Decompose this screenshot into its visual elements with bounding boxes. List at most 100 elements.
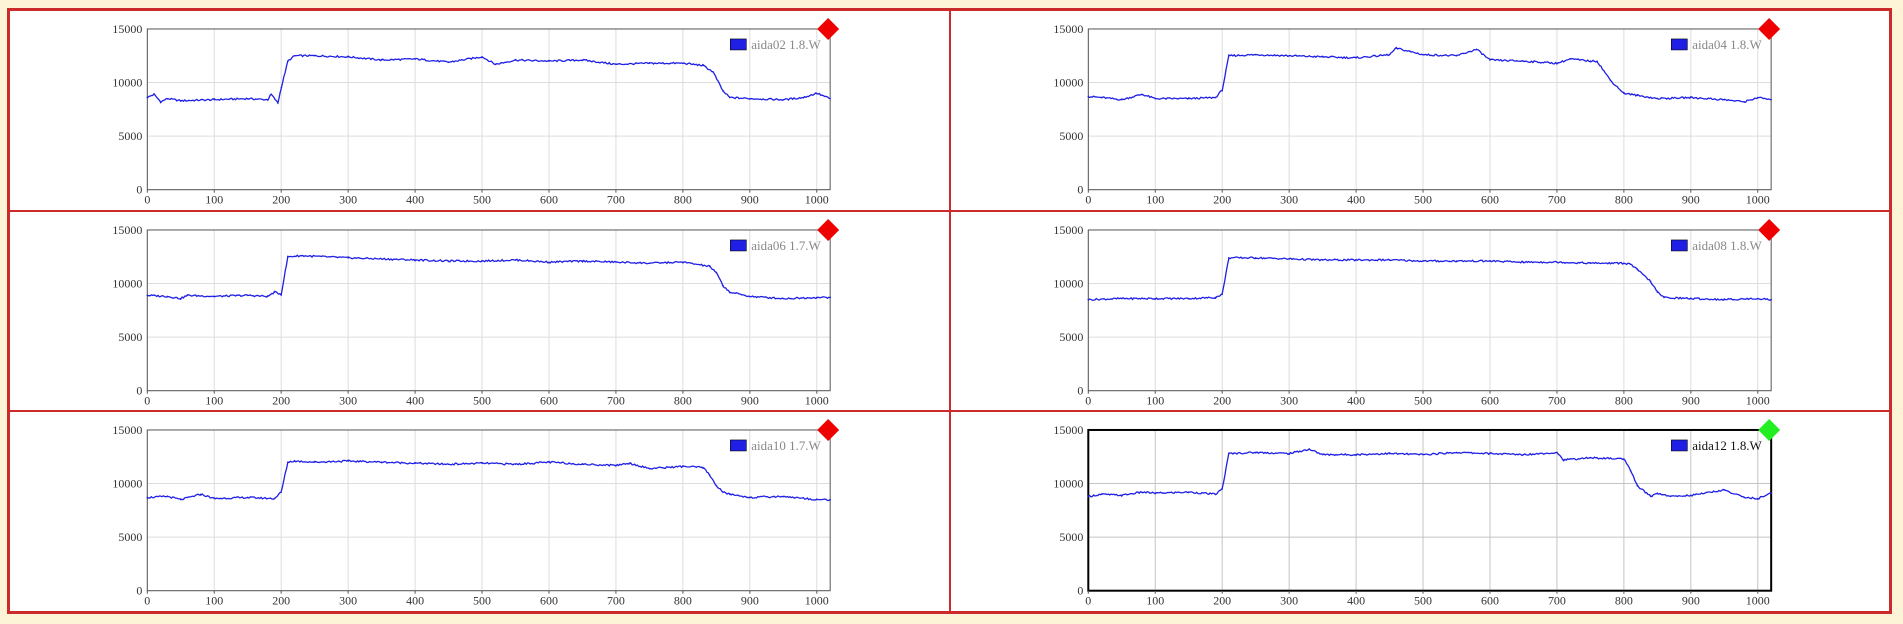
chart-panel-aida02[interactable]: 0 100 200 300 400 500 600 700 800 900 1000 0 5000 100… bbox=[9, 10, 950, 211]
data-point bbox=[1595, 60, 1598, 62]
x-tick-label: 200 bbox=[1213, 193, 1231, 207]
x-tick-label: 700 bbox=[1547, 594, 1565, 608]
data-point bbox=[1756, 96, 1759, 99]
series-line bbox=[1087, 448, 1771, 501]
data-point bbox=[715, 271, 718, 274]
legend-swatch bbox=[1670, 38, 1688, 51]
data-point bbox=[1689, 494, 1692, 497]
data-point bbox=[1723, 298, 1725, 301]
chart-panel-aida10[interactable]: 0 100 200 300 400 500 600 700 800 900 1000 0 5000 100… bbox=[9, 411, 950, 612]
data-point bbox=[1669, 495, 1672, 498]
data-point bbox=[1555, 62, 1558, 65]
legend-label: aida04 1.8.W bbox=[1692, 37, 1762, 52]
legend-swatch bbox=[730, 38, 747, 51]
y-tick-label: 0 bbox=[1077, 183, 1083, 197]
x-tick-label: 800 bbox=[674, 393, 692, 407]
data-point bbox=[213, 295, 216, 297]
x-tick-label: 300 bbox=[1280, 594, 1298, 608]
x-tick-label: 700 bbox=[1547, 193, 1565, 207]
chart-svg: 0 100 200 300 400 500 600 700 800 900 100005000100… bbox=[112, 218, 840, 407]
data-point bbox=[1656, 492, 1658, 495]
series-line bbox=[1087, 255, 1771, 301]
x-tick-label: 0 bbox=[1085, 393, 1091, 407]
data-point bbox=[179, 297, 182, 300]
x-tick-label: 400 bbox=[1347, 393, 1365, 407]
x-tick-label: 300 bbox=[339, 393, 357, 407]
x-tick-label: 600 bbox=[540, 594, 558, 608]
x-tick-label: 300 bbox=[1280, 193, 1298, 207]
data-point bbox=[267, 98, 269, 101]
chart-panel-aida06[interactable]: 0 100 200 300 400 500 600 700 800 900 1000 0 5000 100… bbox=[9, 210, 950, 412]
data-point bbox=[1227, 54, 1230, 57]
data-point bbox=[1388, 53, 1390, 56]
data-point bbox=[1656, 290, 1658, 293]
x-tick-label: 900 bbox=[1681, 393, 1699, 407]
data-point bbox=[802, 96, 805, 99]
x-tick-label: 300 bbox=[339, 193, 357, 207]
legend-swatch bbox=[730, 439, 747, 452]
data-point bbox=[1475, 48, 1477, 51]
chart-panel-aida12[interactable]: 0 100 200 300 400 500 600 700 800 900 1000 0 5000 100… bbox=[949, 411, 1890, 612]
x-tick-label: 0 bbox=[1085, 193, 1091, 207]
data-point bbox=[1140, 93, 1143, 96]
x-tick-label: 900 bbox=[741, 393, 759, 407]
data-point bbox=[548, 260, 550, 263]
data-point bbox=[628, 462, 631, 465]
data-point bbox=[615, 260, 617, 263]
status-diamond-icon[interactable] bbox=[1757, 419, 1780, 442]
status-diamond-icon[interactable] bbox=[1757, 17, 1780, 40]
x-tick-label: 0 bbox=[1085, 594, 1091, 608]
data-point bbox=[1488, 453, 1491, 455]
x-tick-label: 500 bbox=[473, 594, 491, 608]
y-tick-label: 0 bbox=[1077, 584, 1083, 598]
data-point bbox=[514, 463, 517, 466]
data-point bbox=[1321, 56, 1323, 58]
legend-swatch bbox=[1670, 239, 1688, 251]
data-point bbox=[1609, 79, 1611, 82]
chart-svg: 0 100 200 300 400 500 600 700 800 900 100005000100… bbox=[1053, 218, 1780, 407]
x-tick-label: 600 bbox=[540, 393, 558, 407]
chart-panel-aida08[interactable]: 0 100 200 300 400 500 600 700 800 900 1000 0 5000 100… bbox=[949, 210, 1890, 412]
x-tick-label: 1000 bbox=[1745, 193, 1769, 207]
status-diamond-icon[interactable] bbox=[1757, 218, 1780, 241]
x-tick-label: 200 bbox=[1213, 393, 1231, 407]
x-tick-label: 900 bbox=[741, 594, 759, 608]
x-tick-label: 0 bbox=[144, 594, 150, 608]
legend-label: aida08 1.8.W bbox=[1692, 238, 1762, 253]
data-point bbox=[1388, 258, 1390, 261]
data-point bbox=[380, 257, 383, 260]
x-tick-label: 0 bbox=[144, 193, 150, 207]
data-point bbox=[1214, 493, 1216, 496]
data-point bbox=[1394, 47, 1397, 50]
data-point bbox=[648, 262, 651, 264]
data-point bbox=[1769, 492, 1772, 495]
data-point bbox=[1388, 453, 1390, 455]
data-point bbox=[548, 60, 550, 62]
data-point bbox=[1254, 452, 1256, 454]
x-tick-label: 500 bbox=[1414, 594, 1432, 608]
status-diamond-icon[interactable] bbox=[817, 17, 840, 40]
data-point bbox=[1354, 454, 1357, 456]
data-point bbox=[166, 97, 169, 100]
data-point bbox=[815, 296, 818, 298]
x-tick-label: 200 bbox=[1213, 594, 1231, 608]
data-point bbox=[548, 461, 550, 464]
data-point bbox=[1321, 258, 1323, 261]
x-tick-label: 100 bbox=[1146, 594, 1164, 608]
data-point bbox=[246, 294, 249, 296]
data-point bbox=[481, 259, 483, 262]
data-point bbox=[1287, 54, 1290, 57]
y-tick-label: 0 bbox=[1077, 383, 1083, 397]
x-tick-label: 400 bbox=[406, 594, 424, 608]
x-tick-label: 700 bbox=[1547, 393, 1565, 407]
data-point bbox=[1287, 453, 1290, 455]
chart-panel-aida04[interactable]: 0 100 200 300 400 500 600 700 800 900 1000 0 5000 100… bbox=[949, 10, 1890, 211]
data-point bbox=[722, 284, 724, 287]
data-point bbox=[414, 58, 416, 60]
data-point bbox=[708, 474, 711, 477]
y-tick-label: 10000 bbox=[112, 276, 142, 290]
data-point bbox=[648, 468, 651, 470]
data-point bbox=[722, 90, 724, 92]
x-tick-label: 800 bbox=[674, 594, 692, 608]
data-point bbox=[1635, 485, 1638, 487]
